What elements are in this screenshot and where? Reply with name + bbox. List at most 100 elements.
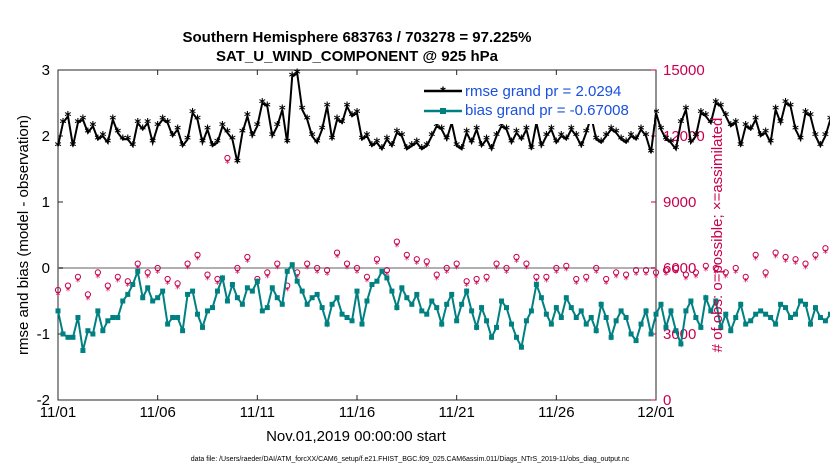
bias-point — [703, 295, 709, 301]
rmse-point: * — [383, 133, 390, 148]
bias-series — [55, 262, 830, 353]
obs-possible-marker — [722, 269, 729, 276]
bias-point — [424, 311, 430, 317]
obs-assimilated-marker: * — [225, 158, 230, 169]
obs-possible-marker — [184, 260, 191, 267]
rmse-point: * — [513, 127, 520, 142]
obs-possible-marker — [453, 260, 460, 267]
rmse-point: * — [717, 100, 724, 115]
rmse-point: * — [438, 123, 445, 138]
rmse-point: * — [114, 127, 121, 142]
obs-possible-marker — [573, 275, 580, 283]
y2-axis-label: # of obs: o=possible; ×=assimilated — [709, 118, 726, 353]
rmse-point: * — [144, 117, 151, 132]
rmse-point: * — [673, 143, 680, 158]
x-tick-label: 11/11 — [240, 404, 275, 421]
obs-assimilated-marker: * — [733, 268, 738, 279]
x-tick-label: 11/01 — [40, 404, 76, 421]
obs-possible-marker — [503, 264, 510, 272]
y2-tick-label: 15000 — [663, 62, 705, 79]
legend-bias-marker — [440, 108, 446, 114]
bias-point — [160, 288, 166, 294]
bias-point — [593, 328, 599, 334]
bias-point — [140, 295, 146, 301]
bias-point — [329, 301, 335, 307]
rmse-point: * — [663, 133, 670, 148]
rmse-point: * — [528, 143, 535, 158]
bias-point — [693, 315, 699, 320]
obs-possible-marker — [533, 273, 540, 280]
bias-point — [623, 315, 629, 320]
bias-point — [259, 308, 265, 314]
rmse-point: * — [817, 140, 824, 155]
bias-point — [339, 311, 345, 317]
obs-assimilated-marker: * — [165, 279, 170, 290]
obs-possible-marker — [204, 271, 211, 278]
rmse-point: * — [468, 137, 475, 152]
rmse-point: * — [762, 127, 769, 142]
bias-point — [354, 288, 360, 294]
obs-possible-marker — [563, 262, 570, 269]
obs-possible-marker — [363, 273, 371, 280]
rmse-point: * — [782, 97, 789, 112]
obs-possible-marker — [802, 260, 809, 267]
rmse-point: * — [149, 137, 156, 152]
bias-point — [538, 295, 544, 301]
bias-point — [683, 308, 689, 314]
bias-point — [768, 315, 774, 320]
rmse-point: * — [259, 97, 266, 112]
obs-assimilated-marker: * — [484, 277, 489, 288]
rmse-point: * — [712, 97, 719, 112]
rmse-point: * — [314, 137, 321, 152]
bias-point — [399, 285, 405, 291]
bias-point — [558, 315, 564, 320]
rmse-point: * — [393, 127, 400, 142]
obs-possible-marker — [712, 264, 719, 272]
bias-point — [748, 318, 754, 324]
rmse-point: * — [777, 117, 784, 132]
rmse-point: * — [732, 117, 739, 132]
obs-assimilated-marker: * — [803, 264, 808, 275]
rmse-point: * — [324, 100, 331, 115]
rmse-point: * — [618, 133, 625, 148]
bias-point — [120, 298, 126, 304]
rmse-point: * — [443, 133, 450, 148]
rmse-point: * — [687, 137, 694, 152]
rmse-point: * — [398, 130, 405, 145]
x-tick-label: 11/16 — [339, 404, 375, 421]
obs-assimilated-marker: * — [364, 277, 369, 288]
rmse-point: * — [89, 120, 96, 135]
rmse-point: * — [433, 120, 440, 135]
obs-possible-marker — [324, 267, 331, 274]
rmse-point: * — [289, 71, 296, 86]
obs-possible-marker — [314, 264, 321, 272]
bias-point — [244, 285, 250, 291]
bias-point — [638, 321, 644, 327]
rmse-point: * — [603, 130, 610, 145]
rmse-point: * — [413, 137, 420, 152]
rmse-point: * — [364, 130, 371, 145]
bias-point — [673, 328, 679, 334]
obs-possible-marker — [264, 269, 271, 276]
rmse-point: * — [249, 130, 256, 145]
bias-point — [55, 308, 61, 314]
obs-assimilated-marker: * — [624, 275, 629, 286]
obs-possible-marker — [692, 269, 699, 276]
obs-possible-marker — [353, 264, 361, 272]
bias-point — [708, 308, 714, 314]
obs-assimilated-marker: * — [504, 268, 509, 279]
obs-assimilated-marker: * — [115, 277, 120, 288]
rmse-point: * — [284, 137, 291, 152]
bias-point — [219, 275, 225, 281]
rmse-point: * — [747, 123, 754, 138]
bias-point — [633, 338, 639, 344]
bias-point — [763, 311, 769, 317]
obs-assimilated-marker: * — [205, 275, 210, 286]
bias-point — [135, 268, 141, 274]
rmse-point: * — [109, 114, 116, 129]
y-tick-label: 0 — [42, 260, 50, 277]
obs-possible-marker — [423, 258, 430, 265]
obs-possible-marker — [144, 269, 151, 276]
rmse-point: * — [339, 117, 346, 132]
obs-assimilated-marker: * — [414, 260, 419, 271]
